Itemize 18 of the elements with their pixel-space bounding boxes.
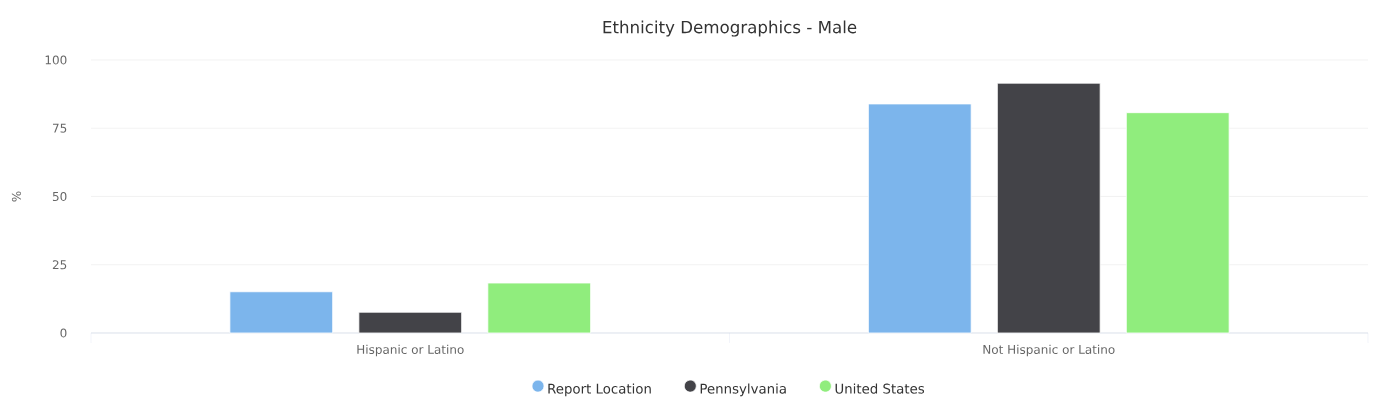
y-tick-label: 25 xyxy=(52,260,67,270)
y-axis-title: % xyxy=(11,191,21,202)
legend-label: United States xyxy=(835,383,925,394)
bar xyxy=(867,103,972,334)
y-tick-label: 75 xyxy=(52,123,67,133)
y-tick-label: 50 xyxy=(52,191,67,202)
bar xyxy=(358,311,463,334)
bar xyxy=(996,82,1101,334)
bar xyxy=(487,282,592,334)
legend-label: Pennsylvania xyxy=(700,383,786,397)
x-tick-label: Hispanic or Latino xyxy=(357,344,464,357)
bar xyxy=(229,291,334,334)
y-tick-label: 100 xyxy=(45,55,67,65)
x-tick-label: Not Hispanic or Latino xyxy=(983,344,1115,357)
legend-label: Report Location xyxy=(548,383,651,397)
bar xyxy=(1125,112,1230,334)
y-tick-label: 0 xyxy=(60,328,67,338)
chart-title: Ethnicity Demographics - Male xyxy=(603,20,857,37)
